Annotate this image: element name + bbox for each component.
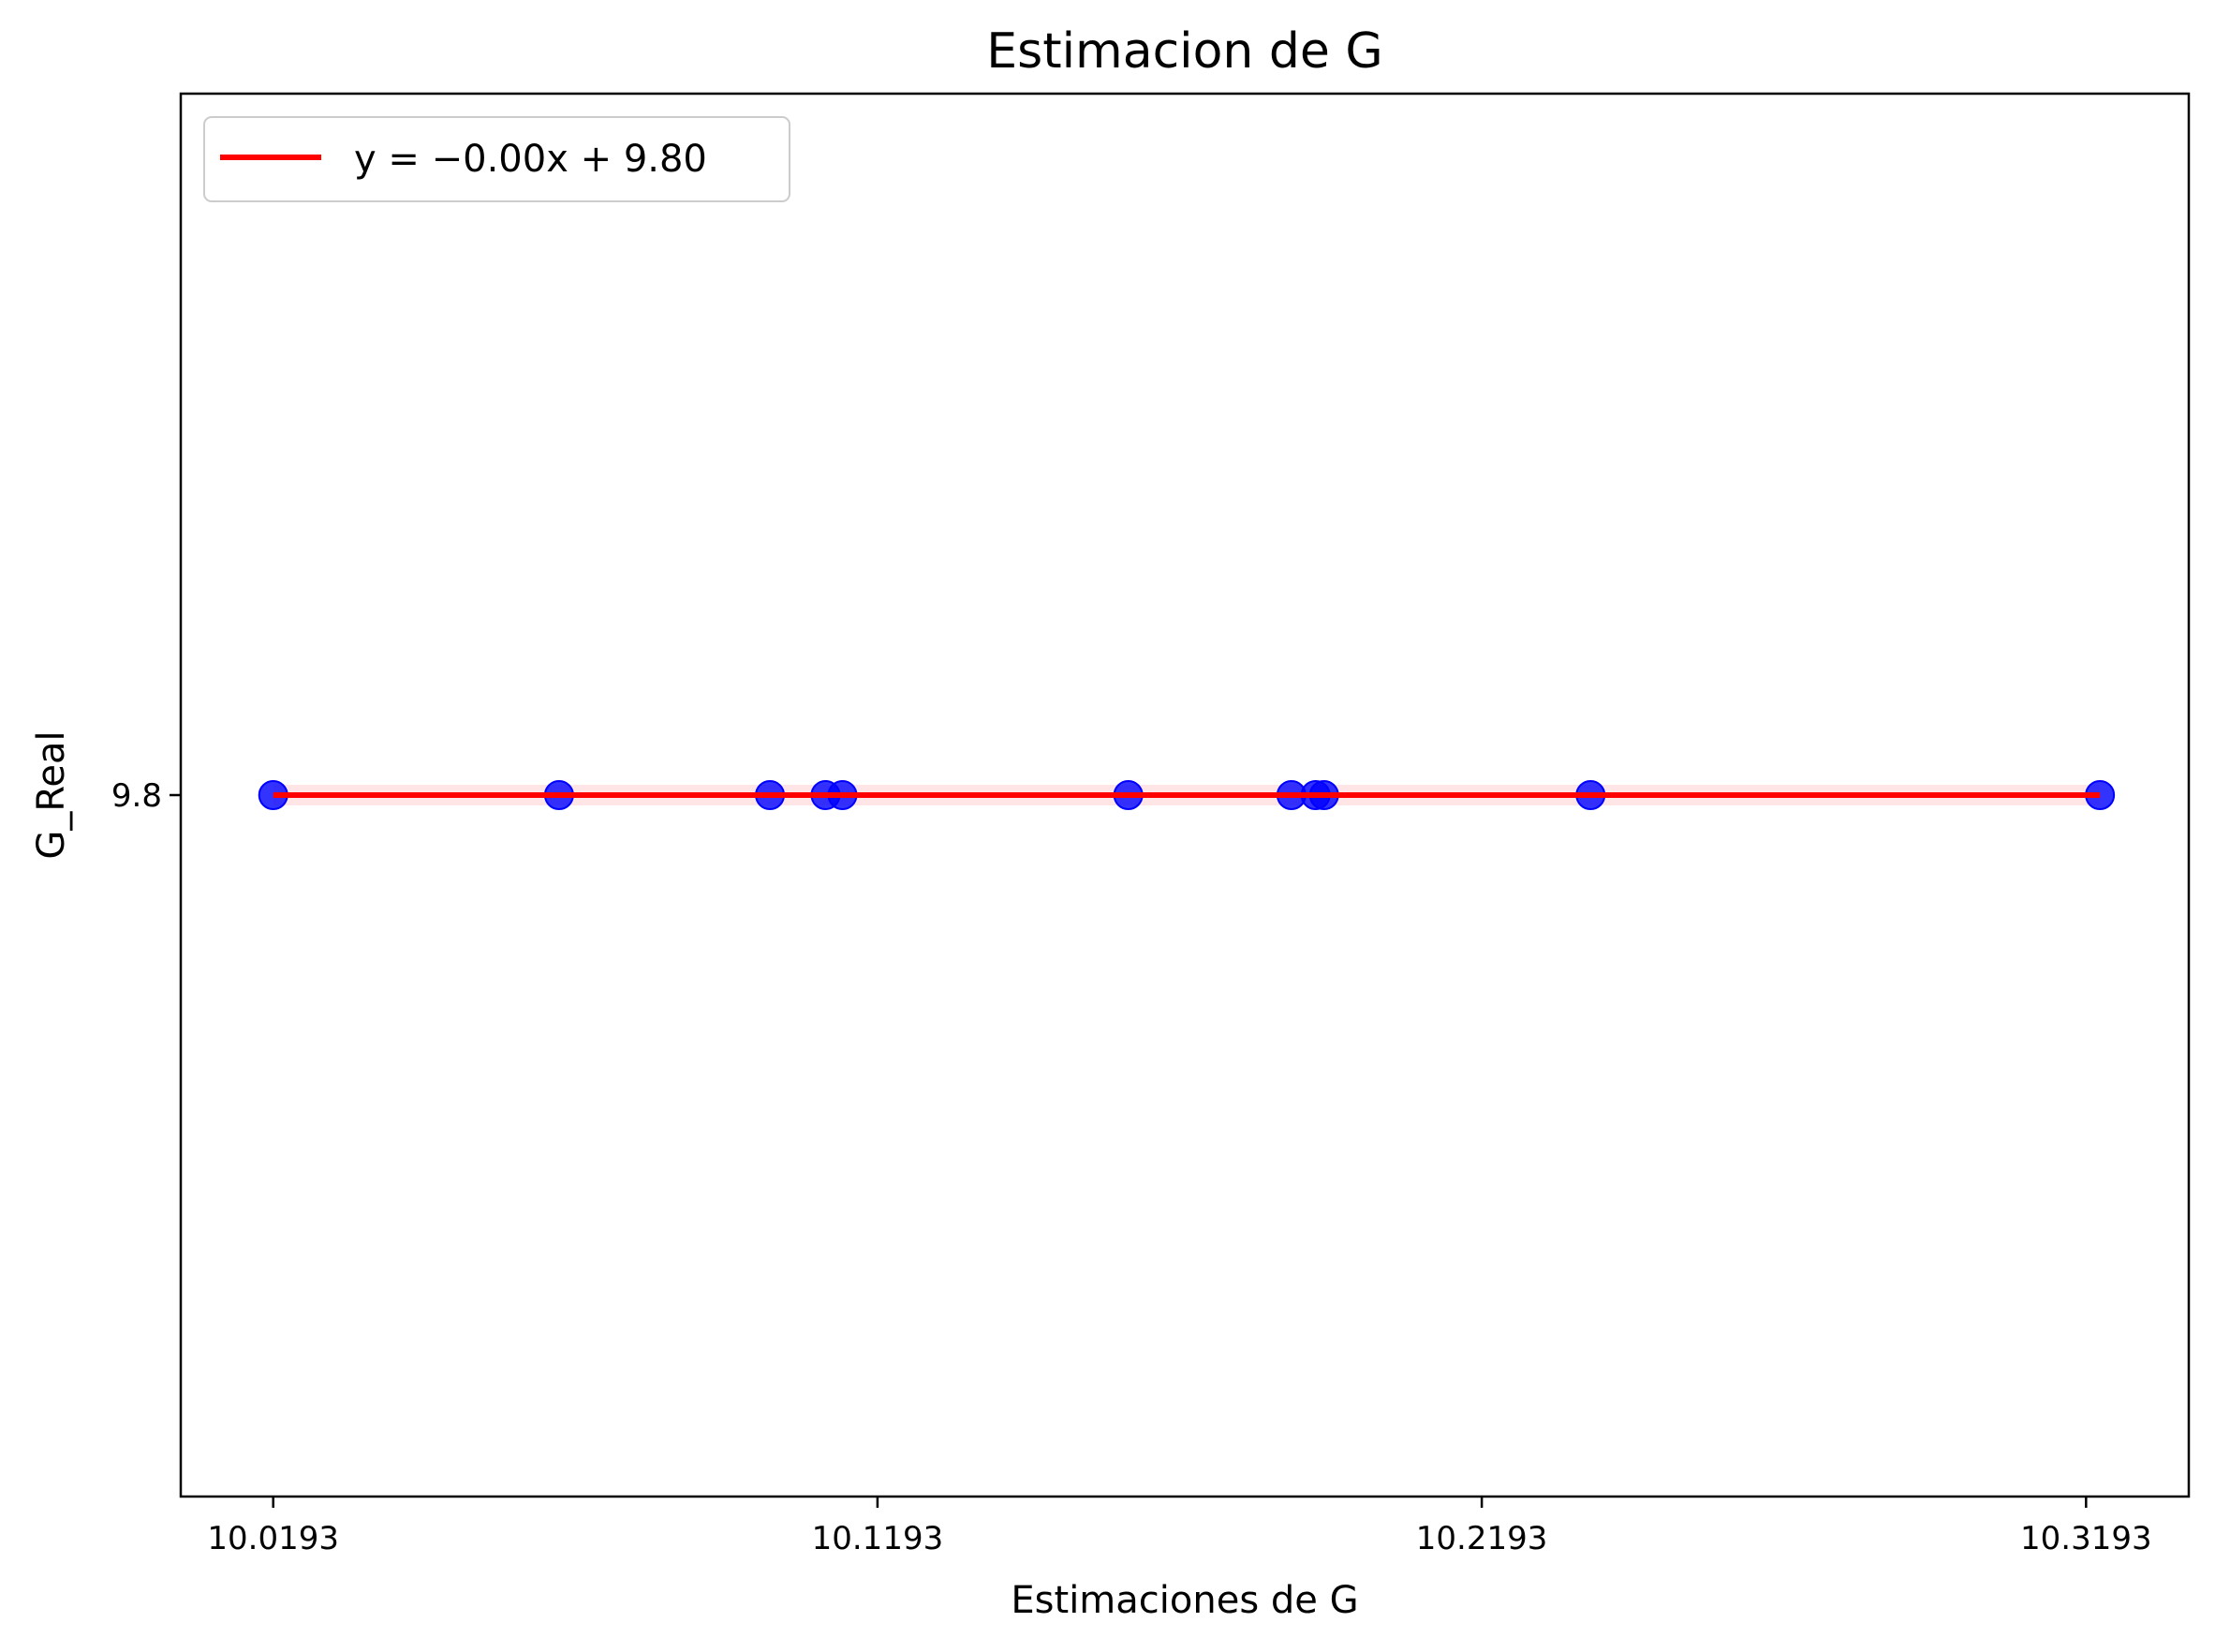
y-tick-label: 9.8 [111,777,162,815]
legend-label-fit-line: y = −0.00x + 9.80 [354,138,707,181]
chart-title: Estimacion de G [986,23,1382,80]
legend-box [203,116,790,202]
ticks: 10.0193 10.1193 10.2193 10.3193 9.8 [111,777,2152,1557]
x-tick-label: 10.2193 [1416,1520,1548,1557]
x-tick-label: 10.0193 [207,1520,339,1557]
plot-area [258,780,2116,810]
y-axis-label: G_Real [30,730,73,859]
x-tick-label: 10.1193 [812,1520,944,1557]
legend: y = −0.00x + 9.80 [203,116,790,202]
x-tick-label: 10.3193 [2020,1520,2152,1557]
x-axis-label: Estimaciones de G [1011,1579,1358,1622]
